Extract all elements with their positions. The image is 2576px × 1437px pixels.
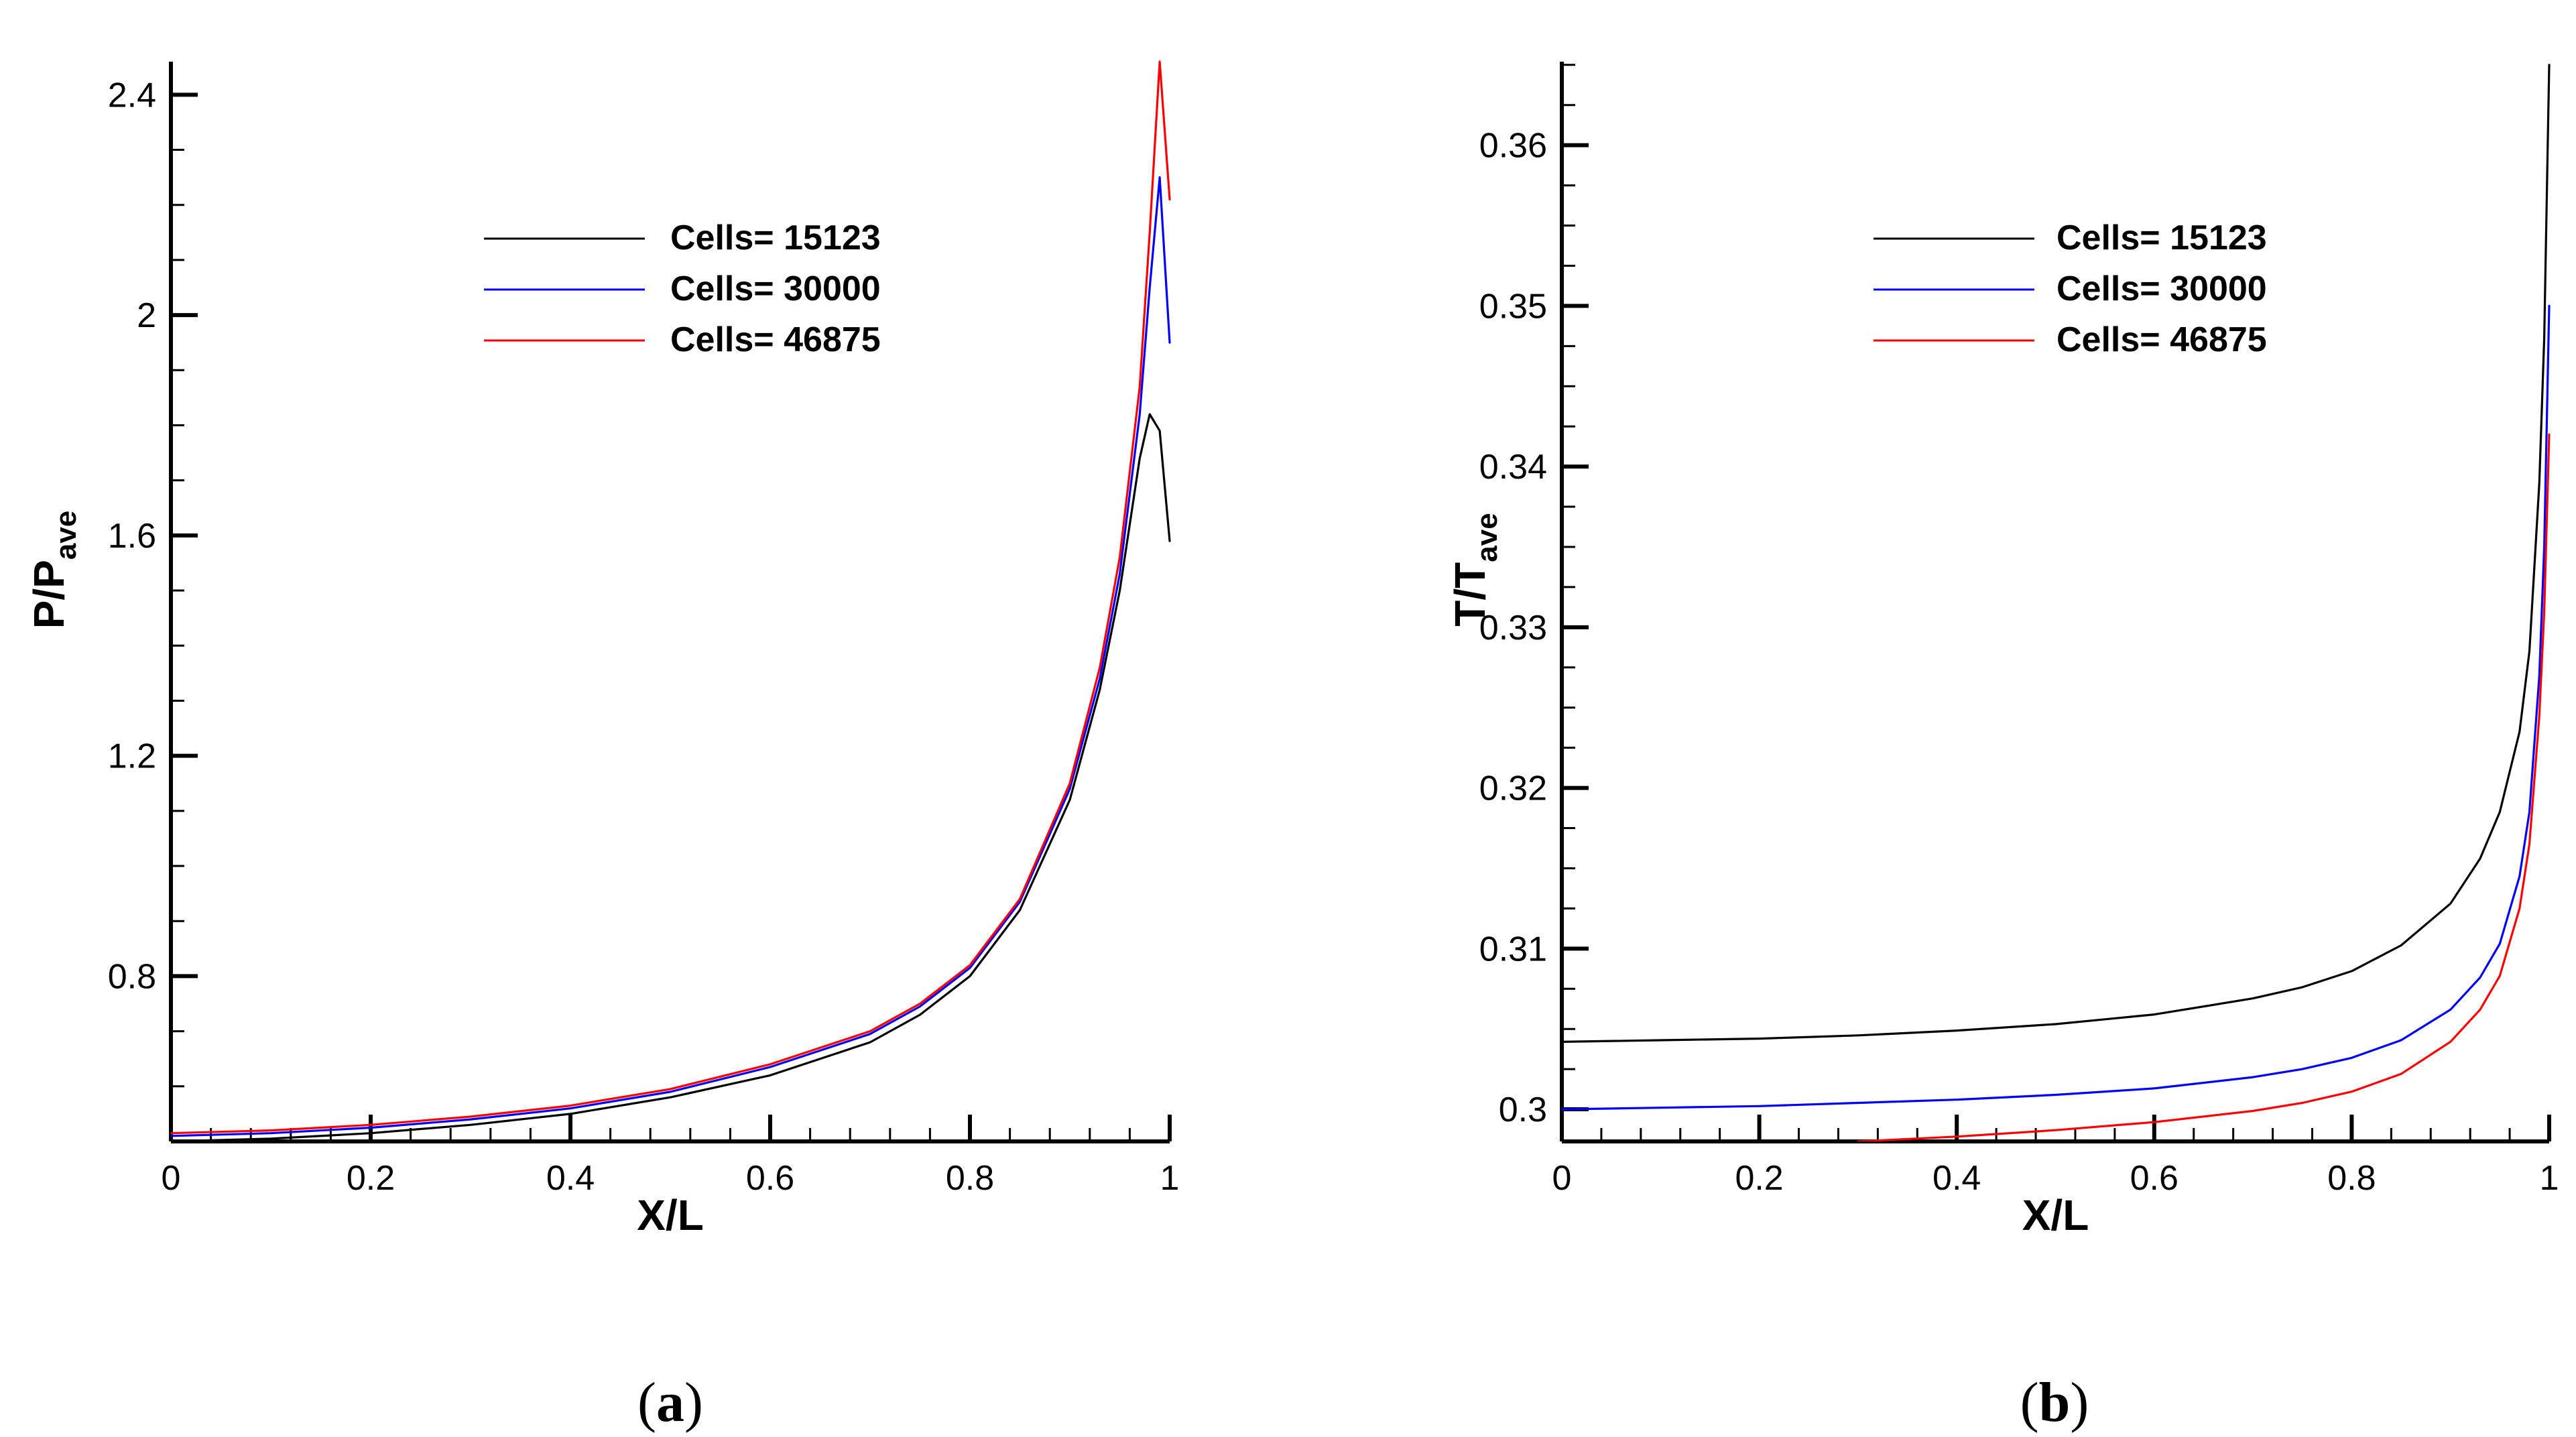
- y-tick-label: 0.33: [1479, 609, 1547, 647]
- series-line-1: [1562, 64, 2551, 1044]
- caption-paren-close: ): [684, 1371, 703, 1434]
- panel-caption: (a): [637, 1371, 703, 1434]
- x-tick-label: 1: [1160, 1159, 1180, 1198]
- y-tick-label: 2: [137, 296, 156, 335]
- series-line-2: [1562, 304, 2551, 1111]
- legend-label-3: Cells= 46875: [670, 320, 881, 359]
- y-tick-label: 2.4: [108, 76, 156, 115]
- caption-paren-open: (: [637, 1371, 656, 1434]
- y-axis-label-subscript: ave: [50, 511, 82, 560]
- chart-panel-b: 0 0.2 0.4 0.6 0.8 1 0.3 0.31 0.32 0.33 0.34 0.35 0.3…: [1446, 62, 2559, 1434]
- caption-paren-open: (: [2020, 1371, 2039, 1434]
- panel-caption: (b): [2020, 1371, 2089, 1434]
- chart-panel-a: 0 0.2 0.4 0.6 0.8 1 0.8 1.2 1.6 2 2.4 X/L P/Pave Cell…: [25, 60, 1180, 1434]
- y-axis-label-subscript: ave: [1471, 513, 1504, 562]
- series-line-1: [171, 413, 1171, 1141]
- y-tick-label: 0.32: [1479, 769, 1547, 808]
- x-tick-label: 0.8: [2327, 1159, 2376, 1198]
- x-tick-label: 0.4: [1933, 1159, 1981, 1198]
- x-tick-label: 0.8: [946, 1159, 994, 1198]
- y-axis-label: T/Tave: [1446, 513, 1504, 626]
- y-tick-label: 1.2: [108, 737, 156, 776]
- x-tick-label: 0.2: [347, 1159, 395, 1198]
- x-tick-label: 0.6: [746, 1159, 794, 1198]
- x-tick-label: 1: [2540, 1159, 2559, 1198]
- series-line-3: [1857, 433, 2551, 1141]
- x-axis-label: X/L: [2022, 1191, 2089, 1239]
- y-tick-label: 0.34: [1479, 448, 1547, 487]
- x-axis-label: X/L: [637, 1191, 704, 1239]
- legend-label-1: Cells= 15123: [2057, 218, 2267, 257]
- y-axis-label: P/Pave: [25, 511, 82, 629]
- y-tick-label: 0.3: [1499, 1090, 1547, 1129]
- x-tick-label: 0.2: [1735, 1159, 1783, 1198]
- x-tick-label: 0.4: [546, 1159, 595, 1198]
- y-axis-label-main: P/P: [25, 560, 73, 629]
- y-tick-label: 1.6: [108, 517, 156, 556]
- series-line-3: [171, 60, 1171, 1135]
- x-tick-label: 0: [1552, 1159, 1572, 1198]
- legend-label-1: Cells= 15123: [670, 218, 881, 257]
- series-line-2: [171, 176, 1171, 1137]
- legend-label-2: Cells= 30000: [670, 269, 881, 308]
- caption-paren-close: ): [2070, 1371, 2089, 1434]
- legend-label-2: Cells= 30000: [2057, 269, 2267, 308]
- series-group: [171, 60, 1171, 1141]
- y-tick-label: 0.8: [108, 957, 156, 996]
- y-axis-label-main: T/T: [1446, 562, 1494, 627]
- y-tick-label: 0.31: [1479, 930, 1547, 969]
- y-tick-label: 0.36: [1479, 127, 1547, 166]
- caption-letter: b: [2039, 1371, 2071, 1434]
- x-tick-label: 0: [162, 1159, 181, 1198]
- series-group: [1562, 64, 2551, 1141]
- caption-letter: a: [656, 1371, 684, 1434]
- x-tick-label: 0.6: [2130, 1159, 2179, 1198]
- y-tick-label: 0.35: [1479, 287, 1547, 326]
- legend-label-3: Cells= 46875: [2057, 320, 2267, 359]
